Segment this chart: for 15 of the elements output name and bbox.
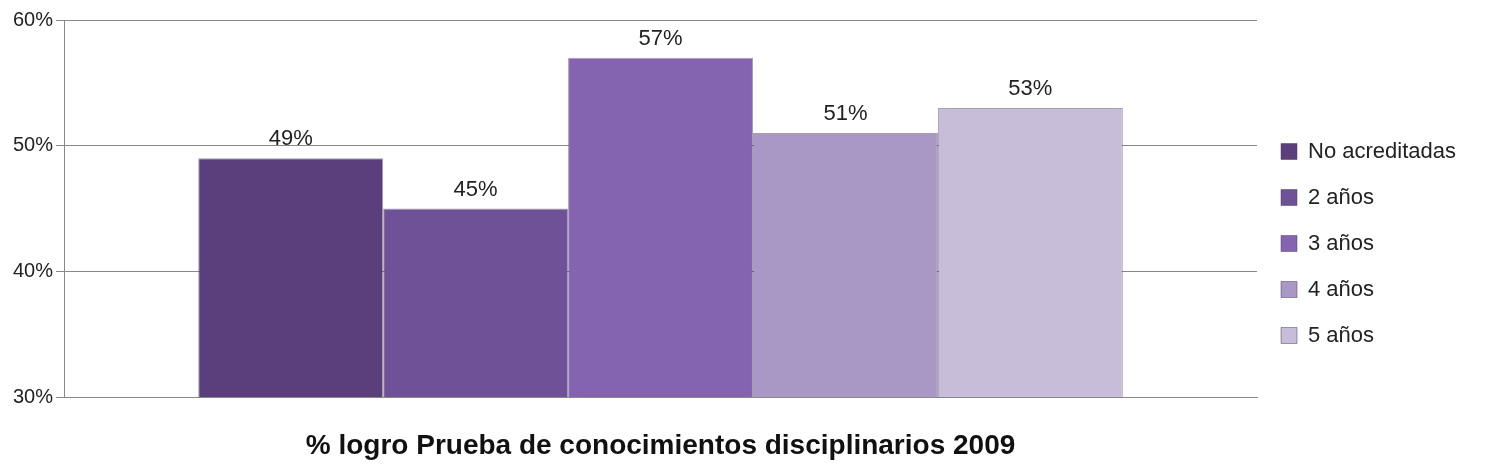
legend-label: 3 años [1308, 229, 1375, 255]
y-tick-label: 50% [13, 133, 54, 156]
y-tick-label: 40% [13, 258, 54, 281]
legend-label: 4 años [1308, 275, 1375, 301]
legend-label: No acreditadas [1308, 137, 1457, 163]
legend-label: 2 años [1308, 183, 1375, 209]
data-label: 51% [823, 100, 868, 126]
y-tick-label: 30% [13, 384, 54, 407]
x-axis-title: % logro Prueba de conocimientos disciplinarios 2009 [305, 428, 1016, 460]
data-label: 53% [1008, 75, 1053, 101]
y-tick-label: 60% [13, 7, 54, 30]
data-label: 57% [638, 24, 683, 50]
data-label: 49% [268, 125, 313, 151]
data-label: 45% [453, 175, 498, 201]
legend-label: 5 años [1308, 321, 1375, 347]
